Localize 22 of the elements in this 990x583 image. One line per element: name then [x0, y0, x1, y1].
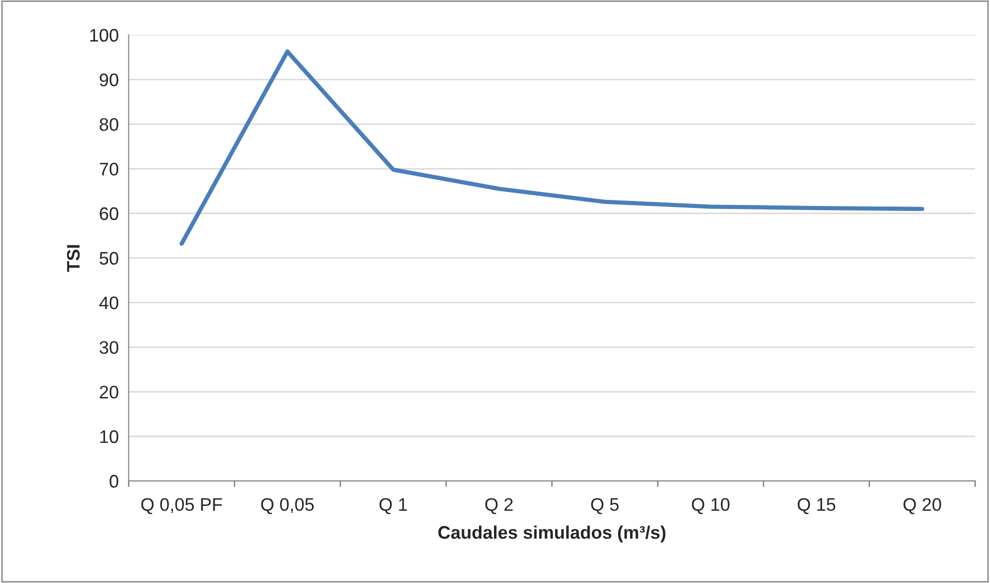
- y-tick-label: 60: [100, 207, 118, 220]
- y-tick-label: 40: [99, 296, 118, 310]
- x-tick-label: Q 2: [485, 498, 513, 514]
- x-tick-label: Q 20: [904, 498, 942, 514]
- y-tick-label: 80: [100, 118, 118, 131]
- x-tick-label: Q 1: [380, 498, 407, 514]
- x-tick-label: Q 10: [692, 498, 730, 514]
- x-axis-title: Caudales simulados (m³/s): [438, 526, 666, 542]
- y-tick-label: 20: [100, 386, 118, 398]
- x-tick-label: Q 0,05: [261, 498, 314, 514]
- y-tick-label: 100: [90, 28, 118, 42]
- y-tick-label: 30: [100, 341, 118, 354]
- x-tick-label: Q 5: [591, 498, 619, 514]
- y-tick-label: 0: [110, 474, 118, 488]
- line-series: [180, 49, 924, 246]
- x-tick-label: Q 15: [798, 498, 836, 514]
- y-tick-label: 90: [100, 74, 118, 86]
- y-tick-label: 50: [100, 252, 118, 265]
- x-tick-label: Q 0,05 PF: [141, 498, 222, 514]
- y-tick-label: 70: [100, 162, 118, 176]
- y-axis-title: TSI: [66, 245, 80, 272]
- y-tick-label: 10: [100, 430, 118, 444]
